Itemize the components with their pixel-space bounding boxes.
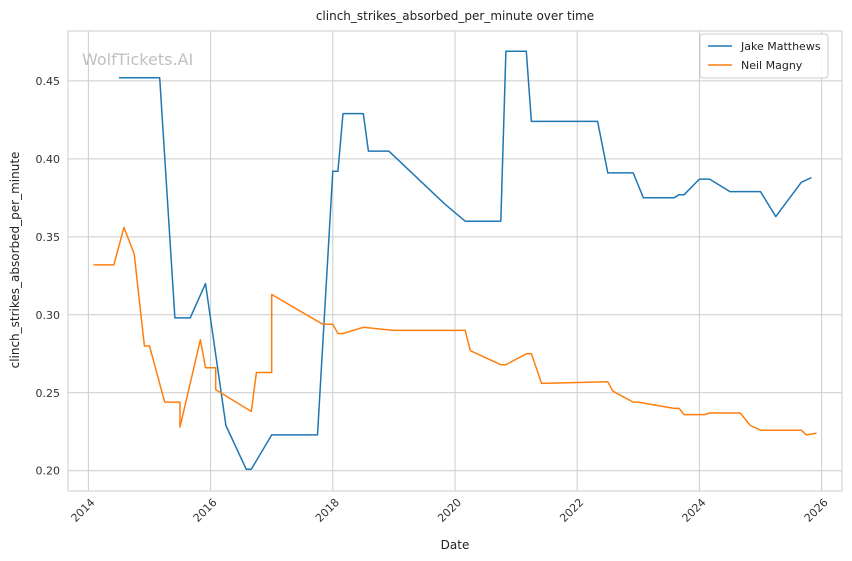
y-tick-labels: 0.20 0.25 0.30 0.35 0.40 0.45 (36, 75, 61, 478)
legend-label-jake-matthews: Jake Matthews (740, 40, 821, 53)
legend-box (699, 33, 829, 79)
series-lines (93, 50, 817, 470)
x-axis-label: Date (441, 538, 470, 552)
y-axis-label: clinch_strikes_absorbed_per_minute (8, 152, 22, 369)
y-tick-label: 0.25 (36, 387, 61, 400)
watermark: WolfTickets.AI (82, 50, 193, 69)
plot-frame (67, 30, 843, 492)
y-tick-label: 0.30 (36, 309, 61, 322)
y-tick-label: 0.35 (36, 231, 61, 244)
y-tick-label: 0.20 (36, 465, 61, 478)
legend: Jake Matthews Neil Magny (699, 33, 829, 79)
series-line-jake-matthews (118, 50, 812, 470)
legend-label-neil-magny: Neil Magny (741, 59, 803, 72)
grid (68, 31, 842, 491)
y-tick-label: 0.45 (36, 75, 61, 88)
y-tick-label: 0.40 (36, 153, 61, 166)
series-line-neil-magny (93, 226, 817, 436)
chart-title: clinch_strikes_absorbed_per_minute over … (316, 9, 594, 23)
